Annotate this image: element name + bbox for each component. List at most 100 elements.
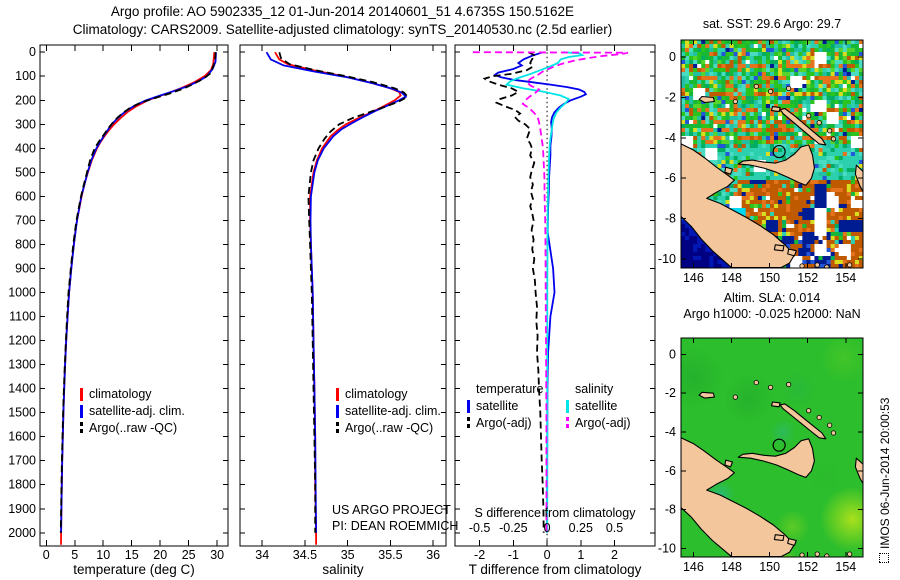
lon-tick-label: 150 [759, 560, 780, 574]
legend-header-label: salinity [575, 382, 614, 396]
lat-tick-label: -8 [665, 212, 676, 226]
series-satellite-adj-clim [60, 52, 217, 533]
legend-label: satellite [575, 399, 618, 413]
small-island [827, 128, 833, 134]
landmass [698, 391, 715, 399]
temperature-legend: climatology satellite-adj. clim. Argo(..… [80, 386, 185, 437]
lon-tick-label: 148 [721, 271, 742, 285]
legend-header-label: temperature [476, 382, 544, 396]
series-argo-raw [278, 51, 409, 533]
depth-tick-label: 1800 [8, 478, 36, 492]
landmass [698, 95, 715, 104]
landmass [737, 144, 815, 186]
argo-raw-line-swatch [80, 422, 83, 435]
lat-tick-label: 0 [669, 347, 676, 361]
depth-tick-label: 500 [15, 165, 36, 179]
watermark: IMOS 06-Jun-2014 20:00:53 [878, 398, 892, 563]
legend-item-t-argo: Argo(-adj) [467, 415, 543, 432]
x-tick-label: 35 [341, 548, 355, 562]
legend-item-s-satellite: satellite [566, 398, 631, 415]
lat-tick-label: 0 [669, 50, 676, 64]
sla-map-field [681, 338, 863, 557]
map-frame [680, 337, 864, 558]
argo-raw-line-swatch [336, 422, 339, 435]
x-tick-label: 0 [43, 548, 50, 562]
series-argo-raw [59, 52, 217, 533]
landmass [779, 403, 827, 440]
lon-tick-label: 148 [721, 560, 742, 574]
legend-label: Argo(..raw -QC) [345, 421, 434, 435]
depth-tick-label: 700 [15, 213, 36, 227]
depth-tick-label: 1100 [9, 310, 36, 324]
landmass [773, 244, 785, 252]
lon-tick-label: 146 [683, 560, 704, 574]
lat-tick-label: -10 [658, 541, 676, 555]
x-tick-label: 1 [577, 548, 584, 562]
x-tick-label: 15 [125, 548, 139, 562]
s-tick-label: 0 [544, 521, 551, 535]
x-tick-label: 0 [544, 548, 551, 562]
sst-map: 146 148 150 152 154 0 -2 -4 -6 -8 -10 [658, 39, 864, 285]
x-tick-label: -2 [474, 548, 485, 562]
legend-label: Argo(..raw -QC) [89, 421, 178, 435]
legend-item-climatology: climatology [336, 386, 441, 403]
landmass [724, 459, 734, 468]
small-island [732, 98, 738, 105]
depth-tick-label: 200 [15, 93, 36, 107]
series-T-satellite [492, 51, 588, 533]
figure-title-line2: Climatology: CARS2009. Satellite-adjuste… [72, 22, 613, 37]
depth-tick-label: 1700 [8, 454, 36, 468]
series-satellite-adj-clim [265, 51, 408, 533]
salinity-panel: 34 34.5 35 35.5 36 [239, 44, 447, 562]
x-tick-label: 34.5 [293, 548, 317, 562]
x-tick-label: 10 [96, 548, 110, 562]
s-difference-axis-label: S difference from climatology [474, 506, 636, 520]
legend-item-argo-raw: Argo(..raw -QC) [80, 420, 185, 437]
s-tick-label: 0.5 [606, 521, 623, 535]
panel-frame [39, 44, 229, 547]
small-island [732, 394, 738, 400]
series-S-argo [472, 51, 629, 533]
small-island [847, 551, 853, 557]
depth-tick-label: 600 [15, 189, 36, 203]
legend-label: satellite-adj. clim. [89, 404, 185, 418]
small-island [847, 262, 853, 268]
small-island [786, 381, 792, 388]
small-island [830, 136, 837, 142]
legend-label: climatology [89, 387, 152, 401]
small-island [816, 414, 822, 421]
landmass [770, 106, 781, 113]
small-island [824, 553, 830, 557]
series-T-argo [482, 51, 545, 533]
landmass [770, 401, 781, 408]
s-satellite-line-swatch [566, 400, 569, 413]
legend-label: Argo(-adj) [575, 416, 631, 430]
s-tick-label: 0.25 [569, 521, 593, 535]
lat-tick-label: -10 [658, 252, 676, 266]
small-island [830, 430, 837, 436]
sla-map: 146 148 150 152 154 0 -2 -4 -6 -8 -10 [658, 337, 864, 574]
x-tick-label: 30 [210, 548, 224, 562]
small-island [767, 88, 774, 95]
s-tick-label: -0.5 [469, 521, 491, 535]
s-argo-line-swatch [566, 417, 569, 430]
s-tick-label: -0.25 [499, 521, 528, 535]
depth-tick-label: 1900 [8, 502, 36, 516]
depth-tick-label: 300 [15, 117, 36, 131]
panel-frame [454, 44, 656, 547]
lon-tick-label: 154 [835, 560, 856, 574]
sla-map-title-line2: Argo h1000: -0.025 h2000: NaN [683, 307, 861, 321]
landmass [724, 166, 734, 175]
float-position-marker [772, 144, 786, 159]
x-tick-label: -1 [508, 548, 519, 562]
small-island [816, 120, 822, 126]
lat-tick-label: -8 [665, 503, 676, 517]
x-tick-label: 35.5 [378, 548, 402, 562]
depth-tick-label: 400 [15, 141, 36, 155]
landmass [773, 534, 785, 542]
x-tick-label: 34 [255, 548, 269, 562]
landmass [737, 438, 815, 479]
lat-tick-label: -6 [665, 171, 676, 185]
x-tick-label: 25 [182, 548, 196, 562]
